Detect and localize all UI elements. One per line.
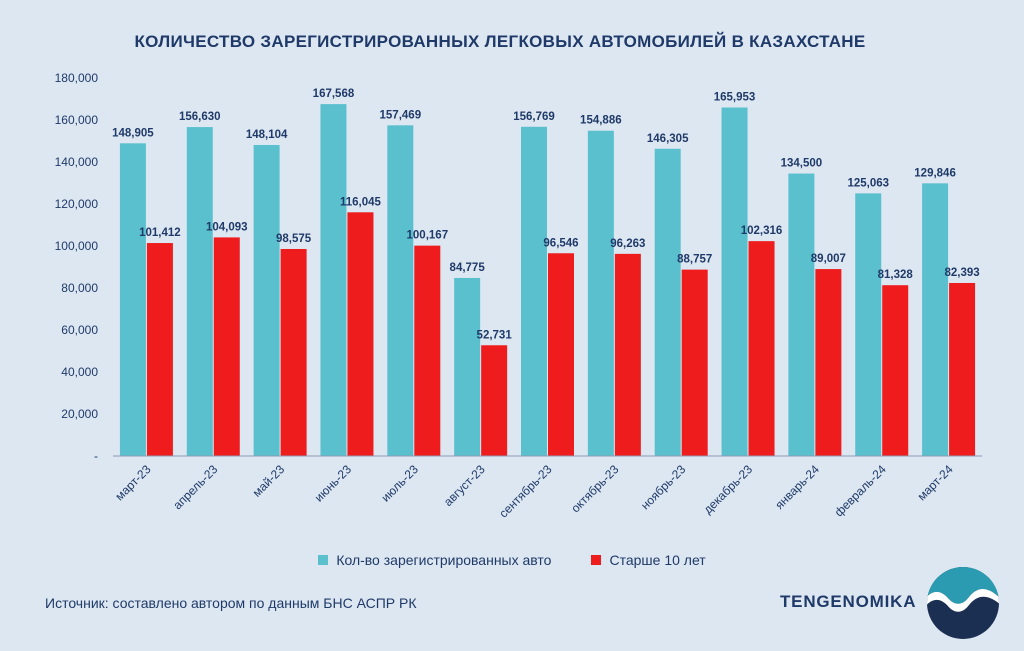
value-label-registered-3: 167,568: [313, 88, 355, 100]
value-label-older-1: 104,093: [206, 221, 248, 233]
y-tick-label: 80,000: [61, 281, 98, 295]
value-label-older-10: 89,007: [811, 253, 846, 265]
value-label-registered-2: 148,104: [246, 129, 288, 141]
value-label-registered-7: 154,886: [580, 115, 622, 127]
bar-older-9: [748, 241, 775, 456]
bar-older-6: [548, 253, 574, 456]
y-tick-label: 20,000: [61, 407, 98, 421]
value-label-registered-8: 146,305: [647, 133, 689, 145]
bar-registered-3: [320, 104, 347, 456]
bar-older-2: [280, 248, 307, 456]
y-tick-label: 140,000: [55, 155, 99, 169]
value-label-older-11: 81,328: [878, 269, 914, 281]
bar-older-3: [347, 212, 374, 456]
legend: Кол-во зарегистрированных авто Старше 10…: [0, 552, 1024, 568]
x-tick-label: июль-23: [378, 462, 421, 505]
value-label-older-6: 96,546: [543, 237, 578, 249]
value-label-registered-0: 148,905: [112, 127, 154, 139]
value-label-registered-11: 125,063: [847, 177, 889, 189]
legend-swatch-registered: [318, 555, 329, 565]
value-label-older-7: 96,263: [610, 238, 645, 250]
bar-registered-10: [788, 173, 815, 457]
value-label-older-12: 82,393: [944, 267, 979, 279]
value-label-older-0: 101,412: [139, 227, 181, 239]
bar-older-5: [481, 345, 508, 456]
x-tick-label: август-23: [441, 462, 488, 509]
x-tick-label: сентябрь-23: [496, 462, 555, 521]
legend-swatch-older: [591, 555, 602, 565]
x-tick-label: март-24: [915, 462, 956, 503]
bar-older-4: [414, 245, 441, 456]
value-label-older-2: 98,575: [276, 233, 312, 245]
x-tick-label: ноябрь-23: [638, 462, 688, 512]
bar-registered-6: [521, 126, 547, 457]
value-label-older-8: 88,757: [677, 254, 712, 266]
value-label-registered-9: 165,953: [714, 91, 756, 103]
bars: 148,905 101,412 156,630 104,093 148,104 98,57…: [112, 88, 980, 457]
legend-item-registered: Кол-во зарегистрированных авто: [318, 552, 551, 568]
value-label-registered-1: 156,630: [179, 111, 221, 123]
bar-registered-4: [387, 125, 414, 457]
value-label-registered-6: 156,769: [513, 111, 555, 123]
bar-registered-7: [587, 130, 614, 457]
brand-logo-icon: [927, 567, 999, 639]
bar-older-12: [949, 282, 976, 456]
source-note: Источник: составлено автором по данным Б…: [45, 595, 417, 611]
value-label-registered-10: 134,500: [781, 158, 823, 170]
y-tick-label: 120,000: [55, 197, 99, 211]
bar-registered-9: [721, 107, 748, 456]
value-label-older-3: 116,045: [340, 196, 382, 208]
y-tick-label: 180,000: [55, 71, 99, 85]
bar-older-1: [213, 237, 240, 456]
x-tick-label: октябрь-23: [568, 462, 621, 515]
y-axis: - 20,000 40,000 60,000 80,000 100,000 120,000 1…: [55, 71, 99, 463]
chart-title: КОЛИЧЕСТВО ЗАРЕГИСТРИРОВАННЫХ ЛЕГКОВЫХ А…: [134, 32, 866, 51]
bar-registered-2: [253, 144, 280, 456]
y-tick-label: 100,000: [55, 239, 99, 253]
legend-item-older: Старше 10 лет: [591, 552, 706, 568]
bar-registered-8: [654, 148, 681, 456]
x-tick-label: май-23: [250, 462, 288, 500]
y-tick-label: -: [94, 449, 98, 463]
value-label-registered-5: 84,775: [450, 262, 486, 274]
bar-older-0: [146, 243, 173, 456]
x-tick-label: март-23: [112, 462, 153, 503]
x-tick-label: июнь-23: [312, 462, 355, 505]
legend-label-registered: Кол-во зарегистрированных авто: [336, 552, 552, 568]
bar-registered-1: [186, 127, 213, 457]
bar-registered-11: [855, 193, 882, 456]
value-label-registered-12: 129,846: [914, 167, 956, 179]
bar-older-8: [681, 269, 708, 456]
value-label-registered-4: 157,469: [380, 109, 422, 121]
value-label-older-4: 100,167: [407, 230, 449, 242]
y-tick-label: 60,000: [61, 323, 98, 337]
x-tick-label: декабрь-23: [701, 462, 756, 517]
value-label-older-5: 52,731: [477, 329, 513, 341]
bar-registered-12: [922, 183, 949, 456]
legend-label-older: Старше 10 лет: [609, 552, 706, 568]
bar-registered-0: [119, 143, 146, 456]
bar-chart: - 20,000 40,000 60,000 80,000 100,000 120,000 1…: [55, 71, 982, 521]
value-label-older-9: 102,316: [741, 225, 783, 237]
x-tick-label: январь-24: [772, 462, 822, 512]
bar-older-11: [882, 285, 909, 456]
y-tick-label: 160,000: [55, 113, 99, 127]
bar-registered-5: [454, 277, 481, 456]
x-tick-label: апрель-23: [170, 462, 220, 512]
bar-older-7: [614, 253, 641, 456]
x-axis: март-23 апрель-23 май-23 июнь-23 июль-23 авгу…: [112, 455, 982, 521]
x-tick-label: февраль-24: [832, 462, 889, 519]
y-tick-label: 40,000: [61, 365, 98, 379]
bar-older-10: [815, 269, 842, 456]
brand-name: TENGENOMIKA: [780, 592, 917, 611]
